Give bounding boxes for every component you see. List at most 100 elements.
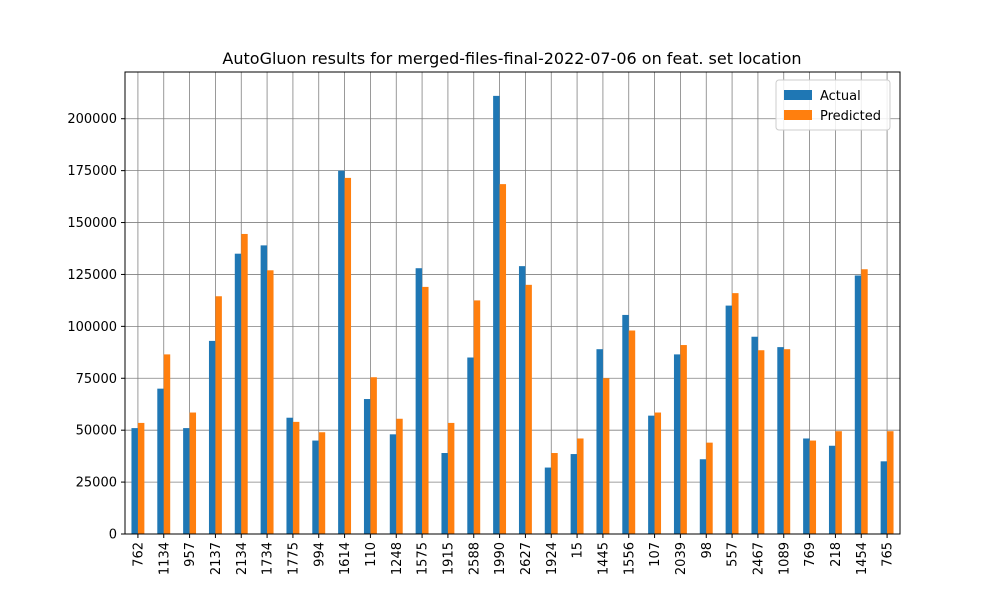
- x-tick-label: 765: [881, 542, 896, 567]
- bar-actual-2137: [208, 340, 216, 534]
- y-tick-label: 0: [109, 528, 117, 543]
- x-tick-label: 1089: [777, 542, 792, 575]
- y-tick-label: 50000: [76, 424, 117, 439]
- bar-actual-994: [312, 440, 319, 534]
- bar-actual-957: [183, 428, 190, 534]
- bar-actual-765: [880, 461, 888, 534]
- y-tick-label: 75000: [76, 372, 117, 387]
- bar-predicted-1614: [344, 177, 352, 535]
- bar-predicted-994: [318, 432, 326, 534]
- bar-actual-1990: [493, 95, 500, 534]
- bar-predicted-1734: [267, 270, 274, 534]
- bar-actual-2627: [518, 266, 526, 534]
- x-tick-label: 1924: [545, 542, 560, 575]
- bar-predicted-110: [370, 377, 377, 534]
- plot-frame: [124, 71, 901, 535]
- bar-predicted-2137: [215, 296, 222, 534]
- x-tick-label: 1556: [622, 542, 637, 575]
- y-tick-label: 175000: [67, 164, 117, 179]
- x-tick-label: 1734: [261, 542, 276, 575]
- bar-predicted-107: [654, 412, 662, 534]
- bar-actual-2588: [467, 357, 474, 534]
- axes: 0 25000 50000 75000 100000 125000 150000 175000…: [67, 71, 901, 575]
- bar-actual-110: [363, 399, 371, 534]
- bar-predicted-2039: [680, 345, 687, 534]
- bar-actual-1614: [338, 170, 345, 534]
- bar-actual-557: [725, 305, 733, 534]
- bar-predicted-218: [835, 431, 842, 534]
- bar-predicted-1089: [783, 349, 791, 534]
- bar-actual-2467: [751, 336, 758, 534]
- bar-predicted-1445: [602, 378, 610, 534]
- x-tick-label: 557: [726, 542, 741, 567]
- bar-predicted-1134: [163, 354, 171, 534]
- bar-actual-762: [131, 428, 138, 534]
- x-tick-label: 110: [364, 542, 379, 567]
- bar-predicted-1575: [422, 286, 429, 534]
- x-tick-label: 1445: [596, 542, 611, 575]
- x-tick-label: 1915: [441, 542, 456, 575]
- bar-actual-1915: [441, 453, 448, 534]
- bar-predicted-2627: [525, 284, 532, 534]
- bar-actual-1924: [544, 467, 552, 534]
- x-tick-label: 15: [571, 542, 586, 559]
- y-tick-label: 125000: [67, 268, 117, 283]
- legend-swatch-predicted: [784, 110, 812, 120]
- chart-title: AutoGluon results for merged-files-final…: [222, 49, 801, 68]
- x-tick-label: 1775: [286, 542, 301, 575]
- bar-predicted-1556: [628, 330, 636, 534]
- bar-predicted-765: [887, 431, 894, 534]
- y-tick-label: 200000: [67, 112, 117, 127]
- x-tick-label: 1575: [416, 542, 431, 575]
- bar-actual-218: [828, 445, 836, 534]
- y-tick-label: 150000: [67, 216, 117, 231]
- bar-predicted-98: [706, 442, 713, 534]
- bar-predicted-957: [189, 412, 197, 534]
- legend-swatch-actual: [784, 90, 812, 100]
- x-tick-label: 1614: [338, 542, 353, 575]
- bar-actual-1089: [777, 347, 784, 534]
- x-tick-label: 98: [700, 542, 715, 559]
- x-tick-label: 1454: [855, 542, 870, 575]
- x-tick-label: 1990: [493, 542, 508, 575]
- bar-actual-1248: [389, 434, 397, 534]
- bar-predicted-1775: [292, 421, 300, 534]
- bar-actual-1445: [596, 349, 603, 534]
- legend-label-actual: Actual: [820, 89, 861, 104]
- bar-actual-15: [570, 454, 578, 534]
- bar-actual-1454: [854, 275, 862, 534]
- bar-predicted-1990: [499, 184, 507, 534]
- bar-predicted-1915: [447, 422, 455, 534]
- bar-predicted-769: [809, 440, 817, 534]
- bar-predicted-1924: [551, 453, 558, 534]
- x-tick-label: 218: [829, 542, 844, 567]
- bar-predicted-2467: [757, 350, 765, 534]
- bar-actual-107: [648, 415, 655, 534]
- x-tick-label: 1248: [390, 542, 405, 575]
- bar-actual-1575: [415, 268, 423, 534]
- bar-actual-2134: [234, 253, 242, 534]
- bars: [131, 95, 894, 535]
- x-tick-label: 2627: [519, 542, 534, 575]
- x-tick-label: 107: [648, 542, 663, 567]
- bar-actual-1556: [622, 314, 629, 534]
- bar-predicted-557: [732, 293, 739, 534]
- x-tick-label: 994: [312, 542, 327, 567]
- x-tick-label: 769: [803, 542, 818, 567]
- x-tick-label: 2134: [235, 542, 250, 575]
- bar-predicted-2588: [473, 300, 481, 534]
- bar-predicted-2134: [241, 233, 248, 535]
- legend-label-predicted: Predicted: [820, 109, 881, 124]
- bar-predicted-1248: [396, 418, 403, 534]
- x-tick-label: 1134: [157, 542, 172, 575]
- x-tick-label: 2588: [467, 542, 482, 575]
- x-tick-label: 2467: [751, 542, 766, 575]
- x-tick-label: 762: [131, 542, 146, 567]
- bar-predicted-762: [137, 422, 145, 534]
- bar-actual-1775: [286, 417, 293, 534]
- bar-actual-98: [699, 459, 707, 534]
- legend: Actual Predicted: [775, 79, 891, 131]
- y-tick-label: 100000: [67, 320, 117, 335]
- x-tick-label: 2137: [209, 542, 224, 575]
- x-tick-label: 2039: [674, 542, 689, 575]
